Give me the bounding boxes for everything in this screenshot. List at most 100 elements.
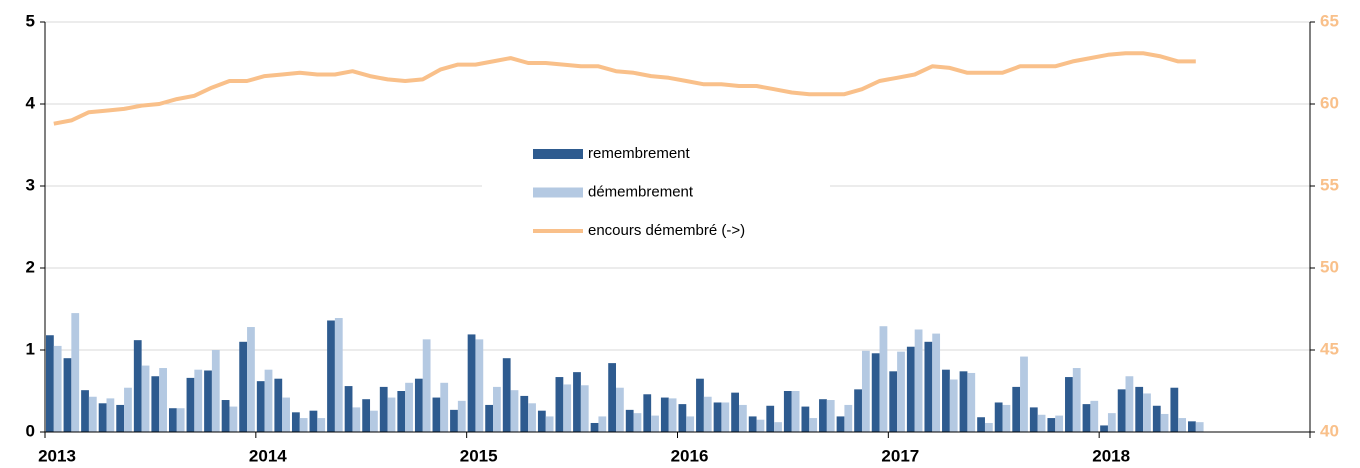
legend-label: démembrement [588,183,694,200]
bar [414,378,423,432]
bar [229,406,238,432]
bar [608,363,617,432]
bar [1170,387,1179,432]
x-tick-label: 2017 [881,446,919,465]
y-tick-label: 1 [26,339,35,358]
bar [861,350,870,432]
bar [1107,413,1116,432]
bar [141,365,150,432]
bar [106,398,115,432]
bar [1020,356,1028,432]
bar [713,402,722,432]
bar [274,378,283,432]
bar [1188,421,1196,432]
bar [783,391,792,432]
bar [247,327,255,432]
bar [327,320,335,432]
bar [133,340,142,432]
bar [854,389,862,432]
bar [994,402,1003,432]
bar [1178,418,1187,432]
bar [1195,422,1204,432]
bar [151,376,160,432]
bar [1029,407,1038,432]
bar [457,400,466,432]
bar [879,326,888,432]
bar [1117,389,1126,432]
x-tick-label: 2013 [38,446,76,465]
y2-tick-label: 45 [1320,339,1339,358]
bar [450,409,458,432]
x-tick-label: 2014 [249,446,287,465]
legend-label: encours démembré (->) [588,222,745,239]
bar [703,396,712,432]
bar [1135,386,1144,432]
bar [1037,414,1046,432]
bar [1055,415,1064,432]
bar [977,417,985,432]
bar [756,419,765,432]
y-tick-label: 2 [26,257,35,276]
bar [942,369,950,432]
bar [204,370,212,432]
bar [643,394,652,432]
bar [959,371,968,432]
bar [352,407,361,432]
line [53,51,1196,126]
bar [1047,418,1056,432]
bar [801,406,810,432]
bar [528,403,536,432]
bar [906,346,915,432]
bar [88,396,97,432]
bar [239,341,248,432]
bar [791,391,800,432]
bar [344,386,353,432]
bar [1090,400,1099,432]
bar [766,405,775,432]
bar [1160,413,1169,432]
bar [176,408,185,432]
y2-tick-label: 65 [1320,11,1339,30]
bar [1082,404,1091,432]
bar [774,422,782,432]
y-tick-label: 0 [26,421,35,440]
bar [211,350,220,432]
bar [282,397,290,432]
bar [721,402,730,432]
y2-tick-label: 55 [1320,175,1339,194]
bar [98,403,107,432]
bar [46,335,54,432]
bar [510,390,519,432]
bar [370,410,378,432]
bar [309,410,318,432]
bar [889,371,898,432]
bar [63,358,72,432]
y2-tick-label: 40 [1320,421,1339,440]
bar [1143,393,1151,432]
bar [422,339,431,432]
bar [590,422,599,432]
bar [1065,377,1073,432]
bar [678,404,687,432]
bar [334,318,343,432]
bar [660,397,669,432]
bar [264,369,273,432]
bar [809,418,818,432]
bar [485,404,494,432]
y2-tick-label: 50 [1320,257,1339,276]
bar [387,397,396,432]
bar [897,351,905,432]
bar [686,416,695,432]
bar [573,372,581,432]
bar [397,391,406,432]
legend-label: remembrement [588,145,691,162]
bar [317,418,326,432]
y-tick-label: 4 [26,93,36,112]
bar [819,399,827,432]
bar [537,410,546,432]
bar [625,409,634,432]
bar [844,404,853,432]
bar [1072,368,1081,432]
bar [731,392,739,432]
bar [116,404,125,432]
